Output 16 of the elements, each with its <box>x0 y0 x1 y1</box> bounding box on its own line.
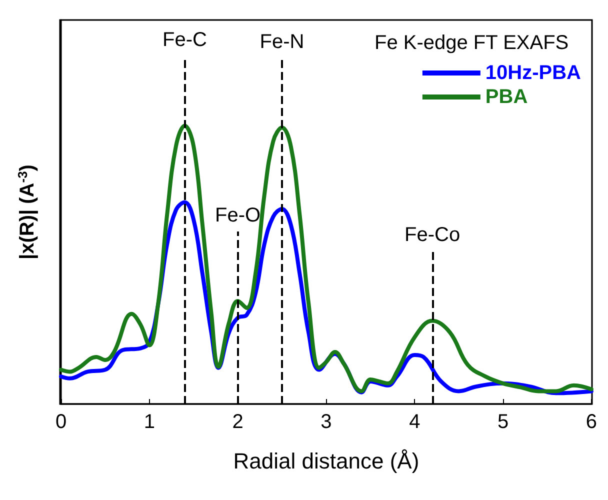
x-tick-label: 6 <box>586 411 597 433</box>
x-tick-label: 4 <box>409 411 420 433</box>
x-tick-label: 5 <box>497 411 509 433</box>
x-tick-label: 3 <box>320 411 332 433</box>
x-tick-label: 2 <box>232 411 244 433</box>
x-tick-label: 1 <box>144 411 155 433</box>
legend-label: 10Hz-PBA <box>485 62 581 84</box>
ref-line-label: Fe-N <box>260 31 304 54</box>
ref-line-label: Fe-Co <box>404 224 460 246</box>
ref-line-label: Fe-O <box>215 204 261 226</box>
chart-title: Fe K-edge FT EXAFS <box>374 32 569 54</box>
x-tick-label: 0 <box>55 411 67 433</box>
y-axis-title: |x(R)| (A-3) <box>15 164 38 260</box>
ref-line-label: Fe-C <box>162 29 207 52</box>
x-axis-title: Radial distance (Å) <box>233 448 420 474</box>
legend-label: PBA <box>485 86 528 108</box>
